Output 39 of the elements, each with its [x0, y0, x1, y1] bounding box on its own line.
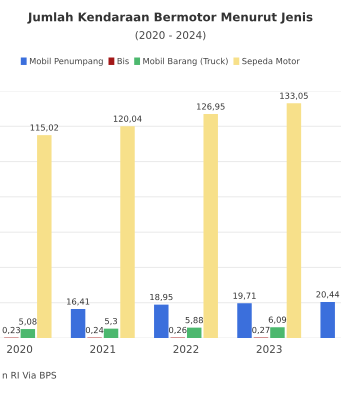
data-label: 6,09	[268, 316, 286, 324]
legend-label: Bis	[118, 58, 129, 64]
x-tick-label: 2020	[7, 345, 32, 354]
bar	[320, 302, 335, 338]
data-label: 0,23	[2, 326, 20, 334]
bar	[104, 328, 118, 338]
legend-label: Mobil Barang (Truck)	[143, 58, 228, 66]
data-label: 0,27	[252, 326, 270, 334]
data-label: 115,02	[30, 124, 58, 132]
x-tick-label: 2021	[90, 345, 116, 354]
data-label: 5,88	[186, 316, 203, 324]
data-label: 0,26	[169, 326, 187, 334]
bar	[237, 303, 252, 338]
data-label: 5,08	[19, 318, 37, 326]
bar	[70, 309, 86, 338]
x-tick-label: 2023	[256, 345, 282, 354]
bar	[20, 329, 36, 338]
bar	[203, 114, 218, 338]
bar	[120, 126, 135, 338]
bar	[37, 135, 52, 338]
data-label: 19,71	[233, 292, 256, 300]
data-label: 20,44	[316, 291, 340, 298]
bar	[270, 327, 285, 338]
data-label: 16,41	[67, 298, 90, 306]
legend-label: Mobil Penumpang	[30, 58, 103, 66]
data-label: 133,05	[280, 92, 308, 100]
x-tick-label: 2022	[174, 345, 198, 354]
text: n RI Via BPS	[2, 372, 56, 379]
bar	[187, 328, 202, 338]
data-label: 120,04	[114, 116, 142, 123]
data-label: 126,95	[197, 103, 225, 110]
legend-label: Sepeda Motor	[242, 58, 300, 66]
bar	[286, 103, 302, 338]
data-label: 5,3	[105, 318, 117, 326]
data-label: 0,24	[86, 326, 104, 334]
chart-title: Jumlah Kendaraan Bermotor Menurut Jenis	[27, 12, 312, 24]
data-label: 18,95	[150, 294, 172, 302]
bar	[154, 304, 169, 338]
chart-subtitle: (2020 - 2024)	[136, 30, 206, 40]
